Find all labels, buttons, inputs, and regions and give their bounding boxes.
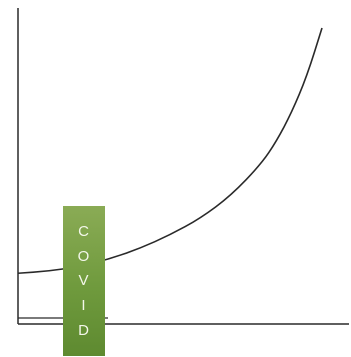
covid-letter: O — [77, 247, 91, 265]
covid-letter: C — [78, 222, 90, 240]
covid-letter: D — [78, 322, 90, 340]
covid-letter: V — [78, 272, 90, 290]
covid-letter: I — [81, 297, 87, 315]
